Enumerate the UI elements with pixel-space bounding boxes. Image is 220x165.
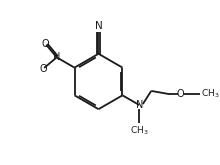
Text: CH$_3$: CH$_3$ <box>130 124 149 137</box>
Text: N: N <box>95 21 102 31</box>
Text: CH$_3$: CH$_3$ <box>201 88 220 100</box>
Text: O: O <box>39 64 47 74</box>
Text: O: O <box>41 39 49 49</box>
Text: O: O <box>177 89 185 99</box>
Text: N: N <box>136 100 143 111</box>
Text: N: N <box>53 52 60 62</box>
